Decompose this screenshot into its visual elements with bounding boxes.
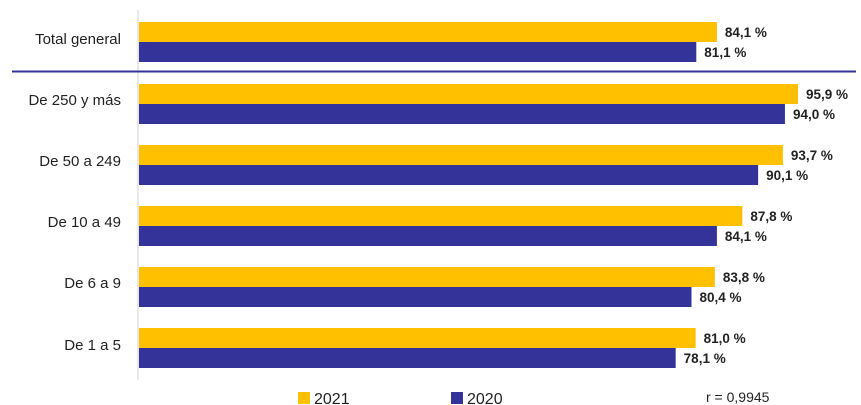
bar-2020-de-1-a-5 — [139, 348, 676, 368]
bars-layer — [139, 22, 798, 368]
bar-2021-de-1-a-5 — [139, 328, 696, 348]
value-label-2021-total-general: 84,1 % — [725, 25, 767, 40]
value-label-2020-de-6-a-9: 80,4 % — [699, 290, 741, 305]
category-label-de-10-a-49: De 10 a 49 — [48, 214, 121, 231]
bar-2021-de-250-y-mas — [139, 84, 798, 104]
bar-2021-de-6-a-9 — [139, 267, 715, 287]
correlation-annotation: r = 0,9945 — [706, 389, 770, 405]
legend-label-2020: 2020 — [467, 391, 503, 405]
bar-2020-total-general — [139, 42, 697, 62]
legend-swatch-2021 — [298, 392, 310, 404]
category-label-de-50-a-249: De 50 a 249 — [39, 153, 121, 170]
legend-label-2021: 2021 — [314, 391, 350, 405]
bar-2020-de-6-a-9 — [139, 287, 692, 307]
bar-2020-de-10-a-49 — [139, 226, 717, 246]
value-label-2021-de-6-a-9: 83,8 % — [723, 270, 765, 285]
legend-swatch-2020 — [451, 392, 463, 404]
bar-2020-de-250-y-mas — [139, 104, 785, 124]
legend: 2021 2020 — [298, 391, 503, 405]
bar-2021-de-10-a-49 — [139, 206, 743, 226]
category-label-de-1-a-5: De 1 a 5 — [64, 337, 121, 354]
bar-2020-de-50-a-249 — [139, 165, 759, 185]
value-label-2021-de-1-a-5: 81,0 % — [704, 331, 746, 346]
value-label-2020-de-1-a-5: 78,1 % — [684, 351, 726, 366]
bar-2021-total-general — [139, 22, 717, 42]
value-label-2020-de-50-a-249: 90,1 % — [766, 168, 808, 183]
category-label-total-general: Total general — [35, 31, 121, 48]
value-label-2021-de-50-a-249: 93,7 % — [791, 148, 833, 163]
bar-2021-de-50-a-249 — [139, 145, 783, 165]
value-label-2021-de-250-y-mas: 95,9 % — [806, 87, 848, 102]
labels-layer: Total general 84,1 % 81,1 % De 250 y más 95,… — [28, 25, 848, 366]
value-label-2021-de-10-a-49: 87,8 % — [750, 209, 792, 224]
value-label-2020-total-general: 81,1 % — [704, 45, 746, 60]
category-label-de-250-y-mas: De 250 y más — [28, 92, 121, 109]
value-label-2020-de-10-a-49: 84,1 % — [725, 229, 767, 244]
axis-layer — [12, 10, 856, 380]
value-label-2020-de-250-y-mas: 94,0 % — [793, 107, 835, 122]
category-label-de-6-a-9: De 6 a 9 — [64, 275, 121, 292]
